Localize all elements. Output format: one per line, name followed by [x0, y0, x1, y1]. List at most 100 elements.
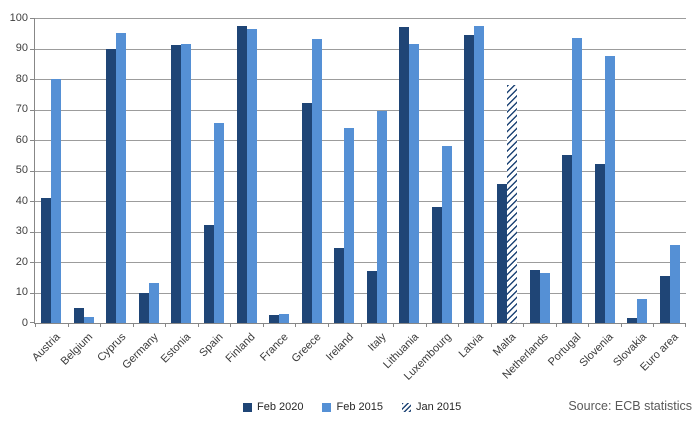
bar-feb-2020 [334, 248, 345, 323]
x-axis-tick [393, 323, 395, 327]
bar-feb-2015 [344, 127, 355, 323]
x-axis-tick [165, 323, 167, 327]
x-axis-tick [100, 323, 102, 327]
x-axis-tick [588, 323, 590, 327]
bar-feb-2015 [441, 146, 452, 323]
bar-feb-2020 [627, 318, 638, 323]
legend-label-feb-2015: Feb 2015 [336, 401, 383, 413]
bar-feb-2020 [106, 48, 117, 323]
y-axis-tick-label: 80 [15, 72, 28, 85]
bar-feb-2015 [148, 283, 159, 323]
x-axis-label-text: Greece [289, 331, 324, 365]
bar-feb-2020 [73, 307, 84, 323]
x-axis-tick [295, 323, 297, 327]
bar-feb-2020 [562, 155, 573, 323]
bar-feb-2020 [399, 27, 410, 323]
bar-feb-2015 [604, 56, 615, 323]
y-axis-tick [30, 140, 34, 141]
y-axis-tick-label: 40 [15, 194, 28, 207]
y-axis-tick-label: 100 [9, 11, 28, 24]
bar-feb-2020 [366, 271, 377, 323]
y-axis-tick [30, 79, 34, 80]
x-axis-tick [425, 323, 427, 327]
legend-item-jan-2015: Jan 2015 [401, 401, 461, 413]
bar-feb-2020 [594, 164, 605, 323]
y-axis-tick-label: 30 [15, 225, 28, 237]
x-axis-tick [230, 323, 232, 327]
y-axis-tick [30, 18, 34, 19]
bar-feb-2020 [171, 45, 182, 323]
bar-feb-2020 [431, 207, 442, 323]
x-axis-tick [327, 323, 329, 327]
gridline [35, 292, 686, 294]
bar-feb-2015 [116, 33, 127, 323]
bar-feb-2020 [41, 197, 52, 323]
gridline [35, 48, 686, 50]
y-axis-tick-label: 50 [15, 164, 28, 176]
x-axis-label-text: Estonia [158, 331, 193, 366]
chart-legend: Feb 2020 Feb 2015 Jan 2015 [243, 401, 461, 413]
y-axis-tick [30, 292, 34, 294]
y-axis-tick-label: 90 [15, 42, 28, 54]
bar-feb-2015 [376, 111, 387, 323]
x-axis-label-text: Slovenia [577, 331, 617, 370]
y-axis-tick-label: 0 [21, 316, 28, 329]
x-axis-label-text: France [257, 331, 291, 364]
bar-feb-2020 [236, 25, 247, 323]
x-axis-tick [523, 323, 525, 327]
bar-feb-2015 [539, 272, 550, 323]
y-axis-tick [30, 262, 34, 263]
bar-feb-2020 [496, 184, 507, 323]
x-axis-label-text: Finland [224, 331, 259, 365]
gridline [35, 201, 686, 202]
bar-feb-2015 [83, 316, 94, 323]
gridline [35, 109, 686, 111]
bar-feb-2015 [279, 313, 290, 323]
x-axis-tick [685, 323, 686, 327]
x-axis-label-text: Spain [197, 331, 226, 360]
x-axis-tick [555, 323, 557, 327]
bar-feb-2015 [246, 28, 257, 323]
bar-feb-2020 [204, 225, 215, 323]
x-axis-label-text: Italy [365, 331, 389, 354]
y-axis-tick [30, 48, 34, 50]
x-axis-label-text: Latvia [456, 331, 486, 361]
x-axis-tick [67, 323, 69, 327]
bar-feb-2020 [269, 315, 280, 323]
bar-feb-2015 [311, 39, 322, 323]
legend-label-feb-2020: Feb 2020 [257, 401, 304, 413]
legend-swatch-feb-2015-icon [322, 402, 332, 412]
bar-jan-2015 [506, 85, 517, 323]
legend-item-feb-2020: Feb 2020 [243, 401, 303, 413]
y-axis-tick [30, 170, 34, 172]
x-axis-tick [132, 323, 134, 327]
bar-feb-2015 [474, 25, 485, 323]
gridline [35, 140, 686, 141]
bar-feb-2020 [529, 269, 540, 323]
x-axis-label-text: Portugal [546, 331, 584, 369]
gridline [35, 79, 686, 80]
y-axis-tick-label: 70 [15, 103, 28, 115]
legend-swatch-feb-2020-icon [243, 402, 252, 412]
bar-feb-2015 [214, 123, 225, 323]
x-axis-tick [458, 323, 460, 327]
y-axis-tick [30, 322, 34, 323]
x-axis-tick [360, 323, 362, 327]
bar-feb-2020 [301, 103, 312, 323]
gridline [35, 18, 686, 19]
y-axis-tick-label: 10 [15, 286, 28, 298]
x-axis-tick [490, 323, 492, 327]
x-axis-label-text: Belgium [58, 331, 96, 368]
bar-feb-2020 [659, 275, 670, 323]
bar-feb-2015 [409, 43, 420, 323]
y-axis-tick [30, 201, 34, 202]
x-axis-tick [653, 323, 655, 327]
bar-feb-2015 [51, 79, 62, 323]
y-axis-tick-label: 20 [15, 255, 28, 268]
x-axis-tick [35, 323, 36, 327]
plot-area [30, 18, 686, 327]
y-axis-tick-label: 60 [15, 133, 28, 146]
x-axis-label-text: Ireland [323, 331, 356, 364]
y-axis-tick [30, 109, 34, 111]
